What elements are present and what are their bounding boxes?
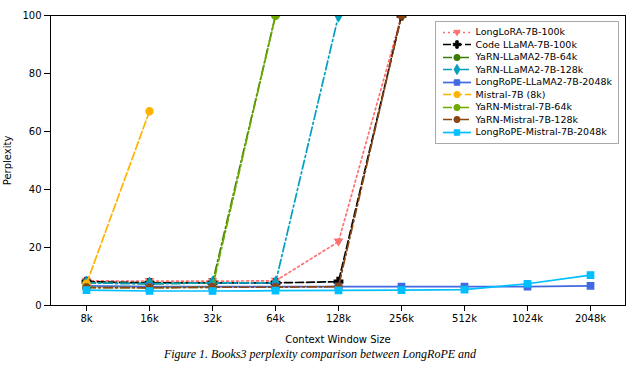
html-text:LongLoRA-7B-100k: LongLoRA-7B-100k xyxy=(475,26,566,37)
svg-text:128k: 128k xyxy=(326,313,351,324)
html-text:YaRN-Mistral-7B-64k: YaRN-Mistral-7B-64k xyxy=(475,101,572,112)
svg-text:40: 40 xyxy=(29,184,42,195)
svg-text:32k: 32k xyxy=(203,313,222,324)
html-text:YaRN-Mistral-7B-128k: YaRN-Mistral-7B-128k xyxy=(475,113,578,125)
svg-text:64k: 64k xyxy=(266,313,285,324)
svg-text:16k: 16k xyxy=(140,313,159,324)
svg-text:8k: 8k xyxy=(80,313,92,324)
svg-text:60: 60 xyxy=(29,126,42,137)
svg-text:80: 80 xyxy=(29,68,42,79)
html-text:LongRoPE-Mistral-7B-2048k: LongRoPE-Mistral-7B-2048k xyxy=(475,126,607,137)
html-text:YaRN-LLaMA2-7B-128k: YaRN-LLaMA2-7B-128k xyxy=(475,63,584,75)
svg-text:20: 20 xyxy=(29,242,42,253)
svg-text:100: 100 xyxy=(22,10,41,21)
svg-text:512k: 512k xyxy=(452,313,477,324)
html-text:YaRN-LLaMA2-7B-64k: YaRN-LLaMA2-7B-64k xyxy=(475,51,578,62)
html-text:Figure 1. Books3 perplexity co: Figure 1. Books3 perplexity comparison b… xyxy=(163,347,477,361)
html-text:Mistral-7B (8k): Mistral-7B (8k) xyxy=(475,88,546,100)
svg-text:1024k: 1024k xyxy=(512,313,543,324)
svg-text:256k: 256k xyxy=(389,313,414,324)
svg-text:Context Window Size: Context Window Size xyxy=(285,334,391,345)
html-text:Code LLaMA-7B-100k: Code LLaMA-7B-100k xyxy=(475,38,577,50)
svg-text:0: 0 xyxy=(35,300,41,311)
svg-text:2048k: 2048k xyxy=(575,313,606,324)
svg-text:Perplexity: Perplexity xyxy=(2,136,13,186)
html-text:LongRoPE-LLaMA2-7B-2048k: LongRoPE-LLaMA2-7B-2048k xyxy=(475,76,612,87)
